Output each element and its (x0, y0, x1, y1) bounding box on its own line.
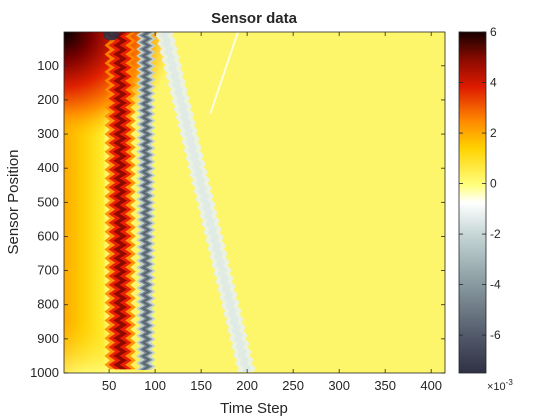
x-tick-label: 300 (328, 378, 350, 393)
heatmap-diagonal-wave-core (160, 32, 251, 372)
heatmap-top-dark-spot (102, 32, 119, 41)
y-tick-label: 100 (37, 58, 59, 73)
y-tick-label: 400 (37, 160, 59, 175)
heatmap-image (64, 32, 445, 373)
heatmap-thin-diagonal (209, 32, 239, 114)
y-tick-label: 600 (37, 228, 59, 243)
x-tick-label: 50 (102, 378, 116, 393)
x-tick-label: 100 (144, 378, 166, 393)
y-tick-label: 500 (37, 194, 59, 209)
y-tick-label: 200 (37, 92, 59, 107)
y-tick-label: 300 (37, 126, 59, 141)
colorbar-tick-label: 6 (490, 25, 497, 39)
colorbar-tick-label: -6 (490, 328, 501, 342)
colorbar-frame (458, 31, 487, 374)
y-axis-label: Sensor Position (5, 149, 22, 254)
y-tick-label: 700 (37, 263, 59, 278)
y-tick-label: 1000 (30, 365, 59, 380)
x-axis-label: Time Step (220, 400, 288, 417)
colorbar-ticks: -6 -4 -2 0 2 4 6 (459, 25, 501, 342)
x-tick-label: 400 (420, 378, 442, 393)
y-tick-label: 900 (37, 331, 59, 346)
x-tick-label: 350 (374, 378, 396, 393)
colorbar-tick-label: 4 (490, 76, 497, 90)
y-axis: 100 200 300 400 500 600 700 800 900 1000 (30, 58, 445, 380)
x-tick-label: 150 (190, 378, 212, 393)
colorbar-exponent-label: ×10-3 (487, 378, 513, 393)
colorbar-tick-label: 2 (490, 126, 497, 140)
colorbar-tick-label: -4 (490, 278, 501, 292)
x-axis: 50 100 150 200 250 300 350 400 (102, 32, 442, 393)
colorbar-tick-label: -2 (490, 227, 501, 241)
chart-title: Sensor data (211, 10, 298, 27)
y-tick-label: 800 (37, 297, 59, 312)
x-tick-label: 200 (236, 378, 258, 393)
colorbar (459, 32, 486, 373)
x-tick-label: 250 (282, 378, 304, 393)
colorbar-tick-label: 0 (490, 177, 497, 191)
heatmap-negative-band-core (141, 32, 151, 370)
heatmap-main-band-core (113, 32, 127, 370)
